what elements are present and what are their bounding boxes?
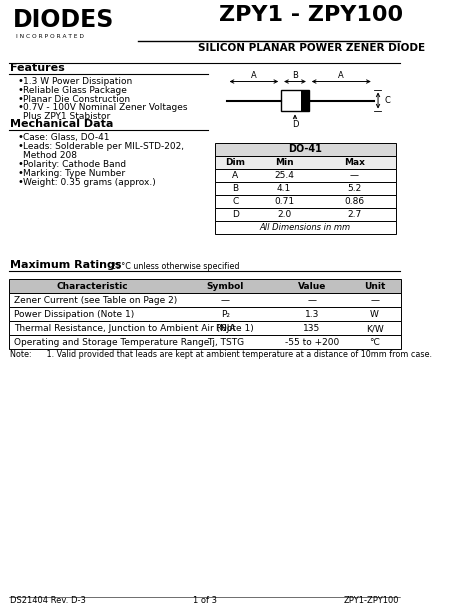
Text: Unit: Unit [364, 283, 385, 291]
Text: 25°C unless otherwise specified: 25°C unless otherwise specified [111, 262, 239, 272]
Text: B: B [292, 70, 298, 80]
Text: Characteristic: Characteristic [56, 283, 128, 291]
Text: Operating and Storage Temperature Range: Operating and Storage Temperature Range [14, 338, 209, 347]
Text: Min: Min [275, 158, 293, 167]
Text: —: — [307, 296, 316, 305]
Text: Mechanical Data: Mechanical Data [10, 120, 114, 129]
Bar [215, 156, 396, 169]
Bar [301, 89, 309, 112]
Text: Value: Value [298, 283, 326, 291]
Text: DIODES: DIODES [13, 7, 114, 32]
Text: •: • [18, 102, 23, 113]
Text: Method 208: Method 208 [23, 151, 77, 161]
Text: 1.3 W Power Dissipation: 1.3 W Power Dissipation [23, 77, 133, 86]
Text: 1 of 3: 1 of 3 [193, 596, 217, 605]
Text: Thermal Resistance, Junction to Ambient Air (Note 1): Thermal Resistance, Junction to Ambient … [14, 324, 254, 333]
Text: C: C [384, 96, 390, 105]
Bar [215, 143, 396, 156]
Text: P₂: P₂ [221, 310, 230, 319]
Text: 0.86: 0.86 [344, 197, 365, 207]
Text: 2.0: 2.0 [277, 210, 292, 219]
Bar [215, 169, 396, 183]
Text: Planar Die Construction: Planar Die Construction [23, 94, 130, 104]
Text: W: W [370, 310, 379, 319]
Text: D: D [292, 121, 298, 129]
Text: DO-41: DO-41 [289, 145, 322, 154]
Text: Weight: 0.35 grams (approx.): Weight: 0.35 grams (approx.) [23, 178, 156, 188]
Text: C: C [232, 197, 238, 207]
Text: ZPY1-ZPY100: ZPY1-ZPY100 [343, 596, 399, 605]
Bar [215, 196, 396, 208]
Text: Leads: Solderable per MIL-STD-202,: Leads: Solderable per MIL-STD-202, [23, 142, 184, 151]
Bar [215, 183, 396, 196]
Text: Zener Current (see Table on Page 2): Zener Current (see Table on Page 2) [14, 296, 177, 305]
Text: SILICON PLANAR POWER ZENER DIODE: SILICON PLANAR POWER ZENER DIODE [198, 42, 425, 53]
Text: Symbol: Symbol [207, 283, 244, 291]
Text: Case: Glass, DO-41: Case: Glass, DO-41 [23, 134, 110, 142]
Text: •: • [18, 85, 23, 94]
Text: Tj, TSTG: Tj, TSTG [207, 338, 244, 347]
Text: Marking: Type Number: Marking: Type Number [23, 169, 126, 178]
Text: D: D [232, 210, 239, 219]
Bar [9, 293, 401, 307]
Bar [9, 321, 401, 335]
Bar [215, 208, 396, 221]
Text: Maximum Ratings: Maximum Ratings [10, 261, 122, 270]
Bar [9, 335, 401, 349]
Text: 1.3: 1.3 [305, 310, 319, 319]
Text: •: • [18, 94, 23, 104]
Text: All Dimensions in mm: All Dimensions in mm [260, 223, 351, 232]
Text: Reliable Glass Package: Reliable Glass Package [23, 85, 127, 94]
Text: —: — [370, 296, 379, 305]
Text: I N C O R P O R A T E D: I N C O R P O R A T E D [17, 34, 84, 39]
Text: •: • [18, 132, 23, 142]
Text: RθJA: RθJA [215, 324, 236, 333]
Text: 25.4: 25.4 [274, 172, 294, 180]
Text: 0.71: 0.71 [274, 197, 294, 207]
Text: A: A [251, 70, 257, 80]
Bar [9, 280, 401, 293]
Text: Features: Features [10, 63, 65, 72]
Text: •: • [18, 159, 23, 169]
Text: Power Dissipation (Note 1): Power Dissipation (Note 1) [14, 310, 134, 319]
Text: •: • [18, 75, 23, 86]
Text: 5.2: 5.2 [347, 185, 361, 194]
Bar [9, 307, 401, 321]
Bar [281, 89, 309, 112]
Text: Note:      1. Valid provided that leads are kept at ambient temperature at a dis: Note: 1. Valid provided that leads are k… [10, 350, 432, 359]
Text: Polarity: Cathode Band: Polarity: Cathode Band [23, 161, 127, 169]
Text: —: — [350, 172, 359, 180]
Text: DS21404 Rev. D-3: DS21404 Rev. D-3 [10, 596, 86, 605]
Text: 0.7V - 100V Nominal Zener Voltages: 0.7V - 100V Nominal Zener Voltages [23, 104, 188, 113]
Text: Max: Max [344, 158, 365, 167]
Text: °C: °C [369, 338, 380, 347]
Text: 4.1: 4.1 [277, 185, 292, 194]
Text: K/W: K/W [366, 324, 383, 333]
Text: —: — [221, 296, 230, 305]
Text: •: • [18, 169, 23, 178]
Text: Dim: Dim [225, 158, 246, 167]
Text: 135: 135 [303, 324, 320, 333]
Text: -55 to +200: -55 to +200 [285, 338, 339, 347]
Text: ZPY1 - ZPY100: ZPY1 - ZPY100 [219, 4, 403, 25]
Bar [215, 221, 396, 234]
Text: 2.7: 2.7 [347, 210, 361, 219]
Text: •: • [18, 142, 23, 151]
Text: A: A [338, 70, 344, 80]
Text: Plus ZPY1 Stabistor: Plus ZPY1 Stabistor [23, 112, 110, 121]
Text: B: B [232, 185, 238, 194]
Text: •: • [18, 177, 23, 188]
Text: A: A [232, 172, 238, 180]
